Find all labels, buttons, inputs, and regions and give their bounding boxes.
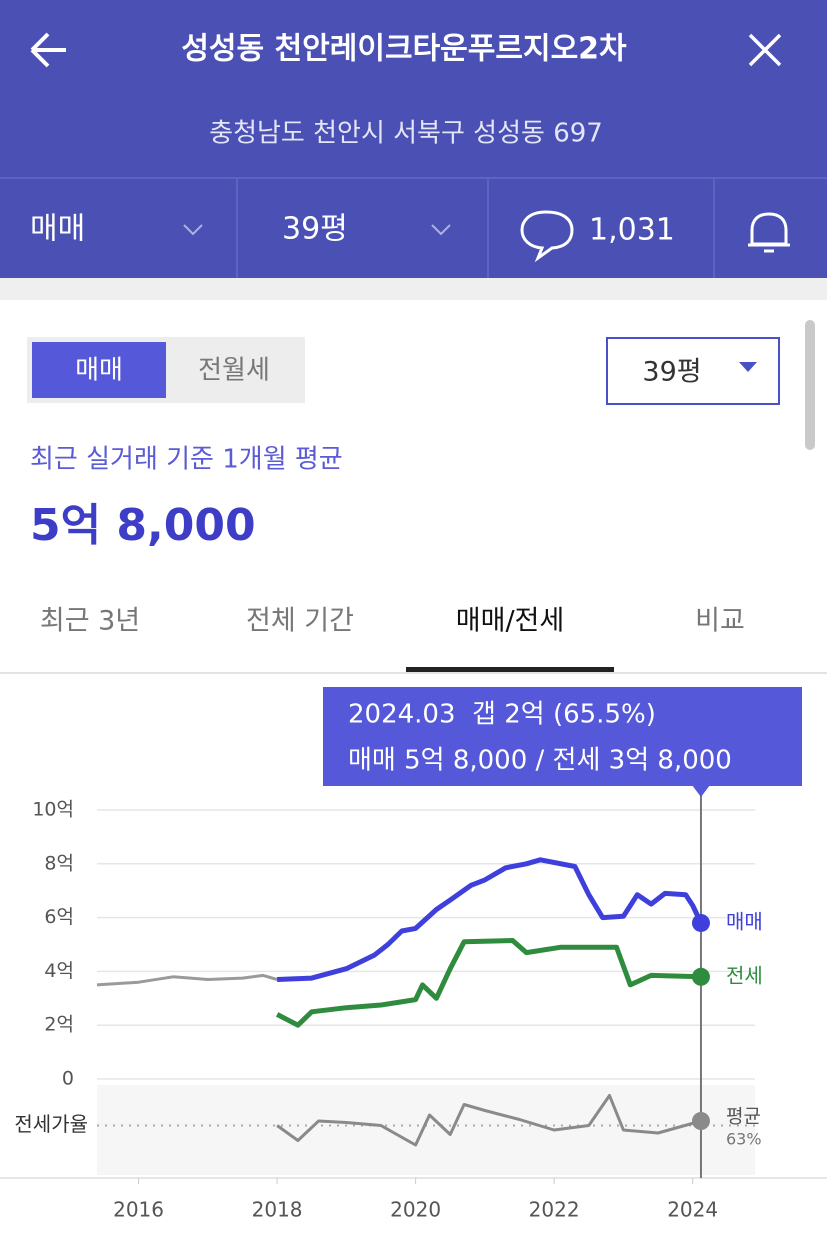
size-dropdown[interactable] (606, 337, 780, 405)
series-line (275, 938, 702, 1028)
back-button[interactable] (30, 32, 66, 68)
y-tick-label: 8억 (44, 852, 74, 874)
toggle-option[interactable]: 전월세 (198, 356, 270, 386)
summary-caption: 최근 실거래 기준 1개월 평균 (30, 445, 343, 475)
y-tick-label: 6억 (44, 906, 74, 928)
header-bg (0, 0, 827, 278)
size-select[interactable]: 39평 (282, 212, 348, 247)
series-line (96, 973, 278, 987)
x-tick-label: 2016 (113, 1198, 164, 1222)
tab-selected[interactable]: 매매/전세 (456, 606, 564, 637)
tab-underline (406, 667, 614, 672)
series-label: 매매 (726, 909, 763, 933)
comment-icon[interactable] (520, 210, 574, 263)
series-label: 전세 (726, 963, 763, 987)
x-tick-label: 2018 (252, 1198, 303, 1222)
chevron (431, 224, 451, 236)
x-tick-label: 2020 (390, 1198, 441, 1222)
series-line (276, 857, 704, 982)
trade-type-select[interactable]: 매매 (30, 212, 85, 247)
end-point (691, 1112, 710, 1130)
tooltip-bg (323, 687, 802, 786)
average-name: 평균 (726, 1106, 761, 1128)
y-tick-label: 2억 (44, 1014, 74, 1036)
tooltip: 2024.03 갭 2억 (65.5%) 매매 5억 8,000 / 전세 3억… (323, 687, 802, 797)
dropdown-arrow (739, 362, 757, 372)
x-tick-label: 2024 (667, 1198, 718, 1222)
tab[interactable]: 비교 (695, 606, 745, 637)
end-point (691, 967, 710, 986)
y-tick-label: 0 (62, 1068, 74, 1090)
ratio-label: 전세가율 (14, 1112, 88, 1136)
end-point (691, 913, 710, 932)
tab[interactable]: 전체 기간 (246, 606, 354, 637)
comment-count[interactable]: 1,031 (589, 213, 675, 248)
tooltip-line: 매매 5억 8,000 / 전세 3억 8,000 (348, 746, 732, 776)
close-button[interactable] (748, 33, 782, 67)
y-tick-label: 10억 (32, 799, 74, 821)
toggle-option[interactable]: 매매 (75, 356, 123, 386)
ratio-panel-bg (97, 1085, 755, 1175)
tooltip-line: 2024.03 갭 2억 (65.5%) (348, 700, 656, 730)
series-line (276, 1094, 702, 1147)
toggle-selected (32, 342, 166, 398)
bell-icon[interactable] (748, 212, 790, 253)
x-tick-label: 2022 (529, 1198, 580, 1222)
tooltip-pointer (691, 785, 710, 797)
scrollbar (805, 320, 815, 450)
chart: 0 2억 4억 6억 8억 10억 2016 2018 2020 2022 2024 매매전세전세가율… (0, 790, 827, 1222)
average-label: 63% (726, 1130, 762, 1149)
address: 충청남도 천안시 서북구 성성동 697 (209, 119, 603, 149)
tab[interactable]: 최근 3년 (40, 606, 140, 637)
size-dropdown-label: 39평 (642, 357, 701, 388)
chevron (183, 224, 203, 236)
summary-price: 5억 8,000 (30, 500, 256, 551)
y-tick-label: 4억 (44, 960, 74, 982)
separator (0, 278, 827, 300)
title: 성성동 천안레이크타운푸르지오2차 (181, 32, 627, 67)
